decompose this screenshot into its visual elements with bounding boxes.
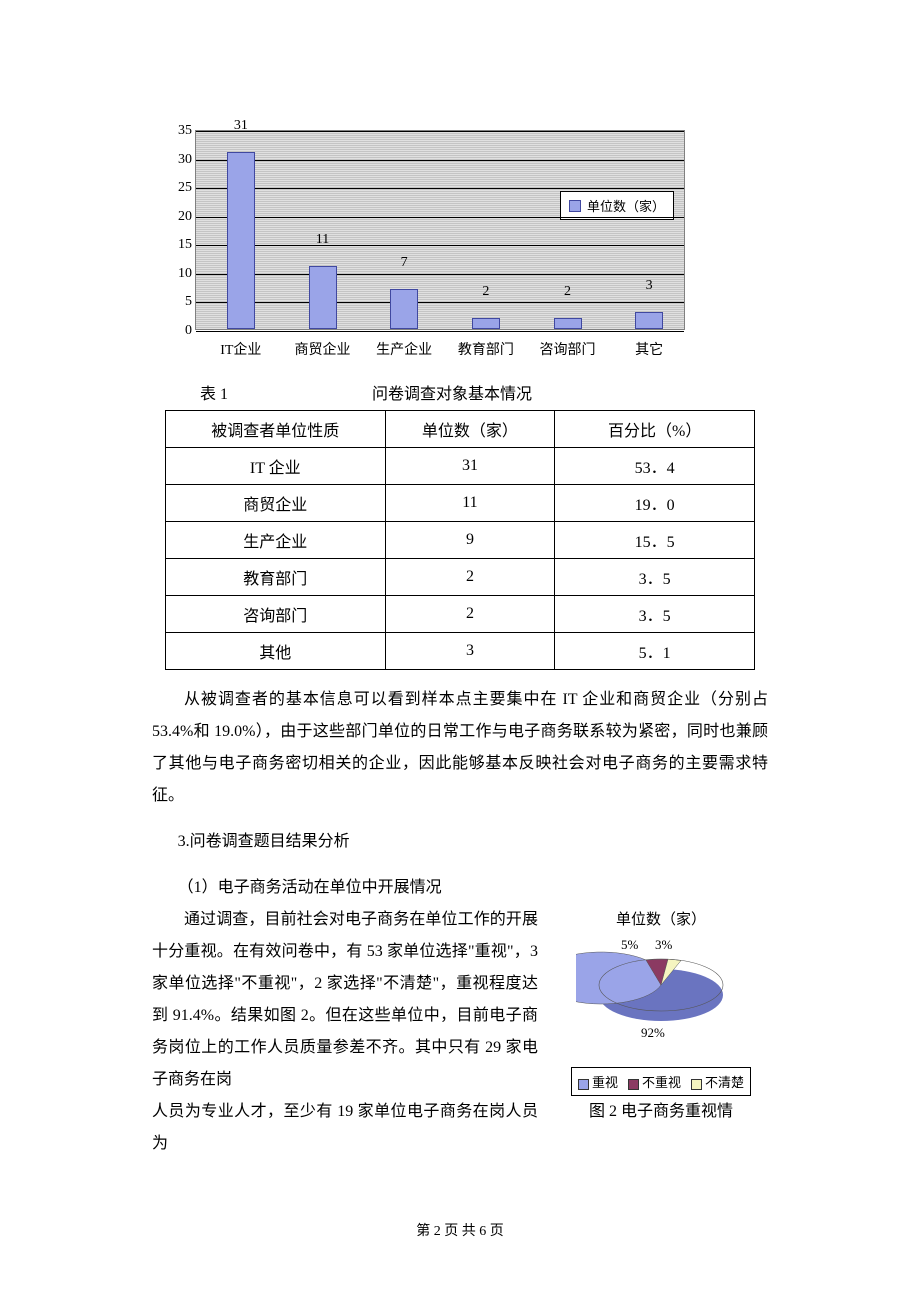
table-cell: IT 企业: [166, 448, 386, 485]
table-row: 生产企业915．5: [166, 522, 755, 559]
swatch-icon: [578, 1079, 589, 1090]
table-head-row: 被调查者单位性质单位数（家）百分比（%）: [166, 411, 755, 448]
bar-chart-plot: 单位数（家） 0510152025303531IT企业11商贸企业7生产企业2教…: [195, 130, 685, 330]
bar-value-label: 7: [384, 255, 424, 271]
bar-value-label: 11: [303, 232, 343, 248]
legend-swatch-icon: [569, 200, 581, 212]
pie-svg: [576, 943, 746, 1033]
y-tick-label: 10: [166, 266, 192, 282]
table-caption-right: 问卷调查对象基本情况: [372, 386, 532, 403]
table-cell: 5．1: [555, 633, 755, 670]
bar: [554, 318, 582, 329]
x-tick-label: IT企业: [201, 339, 281, 359]
y-tick-label: 15: [166, 237, 192, 253]
table-row: 教育部门23．5: [166, 559, 755, 596]
swatch-icon: [691, 1079, 702, 1090]
table-cell: 3．5: [555, 559, 755, 596]
pie-legend-label-1: 重视: [592, 1075, 618, 1090]
y-tick-label: 0: [166, 323, 192, 339]
table-cell: 15．5: [555, 522, 755, 559]
pie-title: 单位数（家）: [554, 908, 768, 929]
pie-legend: 重视 不重视 不清楚: [571, 1067, 751, 1096]
y-tick-label: 25: [166, 180, 192, 196]
table-caption: 表 1 问卷调查对象基本情况: [0, 380, 920, 404]
bar-value-label: 2: [466, 284, 506, 300]
data-table: 被调查者单位性质单位数（家）百分比（%） IT 企业3153．4商贸企业1119…: [165, 410, 755, 670]
gridline: [196, 188, 684, 189]
table-header-cell: 被调查者单位性质: [166, 411, 386, 448]
pie-label-92: 92%: [641, 1025, 665, 1041]
paragraph-1: 从被调查者的基本信息可以看到样本点主要集中在 IT 企业和商贸企业（分别占 53…: [152, 684, 768, 812]
pie-legend-label-2: 不重视: [642, 1075, 681, 1090]
table-cell: 其他: [166, 633, 386, 670]
bar-value-label: 3: [629, 278, 669, 294]
table-row: 其他35．1: [166, 633, 755, 670]
table-cell: 19．0: [555, 485, 755, 522]
bar: [227, 152, 255, 329]
two-column: 通过调查，目前社会对电子商务在单位工作的开展十分重视。在有效问卷中，有 53 家…: [152, 904, 768, 1096]
bar-value-label: 31: [221, 118, 261, 134]
legend-label: 单位数（家）: [587, 196, 665, 215]
pie-legend-item-1: 重视: [578, 1072, 618, 1091]
table-header-cell: 百分比（%）: [555, 411, 755, 448]
table-cell: 53．4: [555, 448, 755, 485]
table-cell: 3: [385, 633, 555, 670]
table-row: 咨询部门23．5: [166, 596, 755, 633]
gridline: [196, 160, 684, 161]
pie-legend-item-3: 不清楚: [691, 1072, 744, 1091]
pie-chart: 5% 3% 92%: [561, 943, 761, 1053]
table-cell: 商贸企业: [166, 485, 386, 522]
y-tick-label: 5: [166, 294, 192, 310]
pie-panel: 单位数（家） 5% 3% 92% 重视: [538, 904, 768, 1096]
page: 单位数（家） 0510152025303531IT企业11商贸企业7生产企业2教…: [0, 130, 920, 1280]
table-row: IT 企业3153．4: [166, 448, 755, 485]
gridline: [196, 131, 684, 132]
y-tick-label: 30: [166, 152, 192, 168]
table-cell: 11: [385, 485, 555, 522]
gridline: [196, 217, 684, 218]
x-tick-label: 教育部门: [446, 339, 526, 359]
paragraph-2: 通过调查，目前社会对电子商务在单位工作的开展十分重视。在有效问卷中，有 53 家…: [152, 904, 538, 1096]
gridline: [196, 245, 684, 246]
bar-chart: 单位数（家） 0510152025303531IT企业11商贸企业7生产企业2教…: [195, 130, 685, 330]
x-tick-label: 商贸企业: [283, 339, 363, 359]
table-cell: 3．5: [555, 596, 755, 633]
x-tick-label: 咨询部门: [528, 339, 608, 359]
gridline: [196, 302, 684, 303]
table-header-cell: 单位数（家）: [385, 411, 555, 448]
table-cell: 教育部门: [166, 559, 386, 596]
paragraph-3-left: 人员为专业人才，至少有 19 家单位电子商务在岗人员为: [152, 1096, 538, 1160]
table-cell: 2: [385, 596, 555, 633]
table-cell: 生产企业: [166, 522, 386, 559]
pie-label-3: 3%: [655, 937, 672, 953]
x-tick-label: 生产企业: [364, 339, 444, 359]
bar: [635, 312, 663, 329]
page-footer: 第 2 页 共 6 页: [0, 1220, 920, 1240]
last-line-row: 人员为专业人才，至少有 19 家单位电子商务在岗人员为 图 2 电子商务重视情: [152, 1096, 768, 1160]
table-cell: 9: [385, 522, 555, 559]
y-tick-label: 35: [166, 123, 192, 139]
table-caption-left: 表 1: [200, 386, 228, 403]
heading-3: 3.问卷调查题目结果分析: [152, 826, 768, 858]
table-cell: 2: [385, 559, 555, 596]
gridline: [196, 331, 684, 332]
bar: [390, 289, 418, 329]
bar-chart-legend: 单位数（家）: [560, 191, 674, 220]
pie-legend-label-3: 不清楚: [705, 1075, 744, 1090]
pie-label-5: 5%: [621, 937, 638, 953]
bar-value-label: 2: [548, 284, 588, 300]
y-tick-label: 20: [166, 209, 192, 225]
bar: [472, 318, 500, 329]
table-cell: 咨询部门: [166, 596, 386, 633]
bar: [309, 266, 337, 329]
table-row: 商贸企业1119．0: [166, 485, 755, 522]
pie-legend-item-2: 不重视: [628, 1072, 681, 1091]
x-tick-label: 其它: [609, 339, 689, 359]
table-cell: 31: [385, 448, 555, 485]
swatch-icon: [628, 1079, 639, 1090]
gridline: [196, 274, 684, 275]
table-body: IT 企业3153．4商贸企业1119．0生产企业915．5教育部门23．5咨询…: [166, 448, 755, 670]
figure-caption: 图 2 电子商务重视情: [538, 1096, 768, 1160]
heading-3-1: （1）电子商务活动在单位中开展情况: [152, 872, 768, 904]
